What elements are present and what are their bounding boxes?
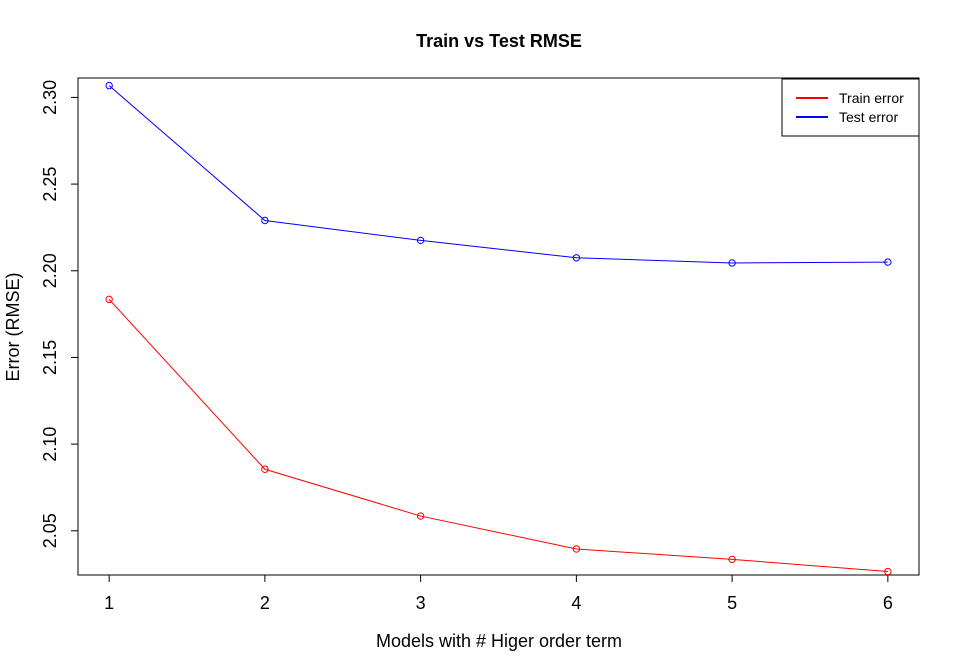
data-point [884, 567, 892, 576]
y-tick-label: 2.25 [40, 167, 60, 202]
data-point [105, 295, 113, 304]
data-point [572, 254, 581, 262]
x-axis-label: Models with # Higer order term [376, 631, 622, 651]
data-point [884, 258, 892, 266]
x-tick-label: 1 [104, 593, 114, 613]
data-point [728, 259, 736, 267]
data-point [416, 236, 425, 245]
y-tick-label: 2.30 [40, 80, 60, 115]
y-axis: 2.05 2.10 2.15 2.20 2.25 2.30 [40, 80, 79, 548]
legend: Train error Test error [781, 78, 920, 137]
data-point [572, 545, 581, 553]
series-line [108, 85, 888, 264]
y-tick-label: 2.15 [40, 340, 60, 375]
data-point [105, 81, 113, 90]
y-tick-label: 2.10 [40, 427, 60, 462]
series-train-error [105, 295, 892, 576]
x-tick-label: 6 [883, 593, 893, 613]
series-test-error [105, 81, 892, 267]
series-layer [105, 81, 892, 576]
data-point [416, 512, 425, 520]
data-point [261, 216, 269, 225]
x-axis: 1 2 3 4 5 6 [104, 574, 893, 613]
legend-label: Test error [839, 109, 898, 125]
x-tick-label: 2 [260, 593, 270, 613]
legend-label: Train error [839, 90, 904, 106]
plot-frame [77, 77, 920, 576]
data-point [261, 465, 269, 473]
chart-title: Train vs Test RMSE [416, 31, 582, 51]
x-tick-label: 3 [416, 593, 426, 613]
x-tick-label: 4 [571, 593, 581, 613]
legend-box [781, 78, 920, 137]
series-line [108, 299, 888, 573]
y-tick-label: 2.05 [40, 513, 60, 548]
data-point [728, 555, 736, 564]
x-tick-label: 5 [727, 593, 737, 613]
y-axis-label: Error (RMSE) [3, 273, 23, 382]
y-tick-label: 2.20 [40, 253, 60, 288]
